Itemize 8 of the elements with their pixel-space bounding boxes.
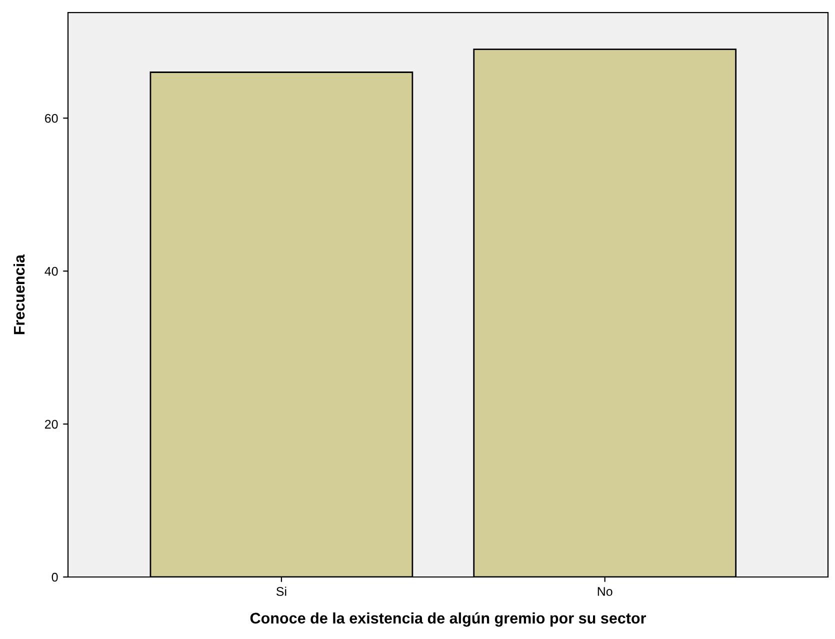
x-tick-label: Si <box>276 586 286 596</box>
x-tick-label: No <box>598 587 612 596</box>
y-tick-label: 40 <box>44 266 58 276</box>
y-tick-label: 0 <box>52 572 58 582</box>
y-tick-label: 20 <box>45 420 58 429</box>
y-tick-label: 60 <box>45 114 58 123</box>
y-axis-title: Frecuencia <box>13 254 25 334</box>
x-axis-title: Conoce de la existencia de algún gremio por su sector <box>250 612 646 627</box>
